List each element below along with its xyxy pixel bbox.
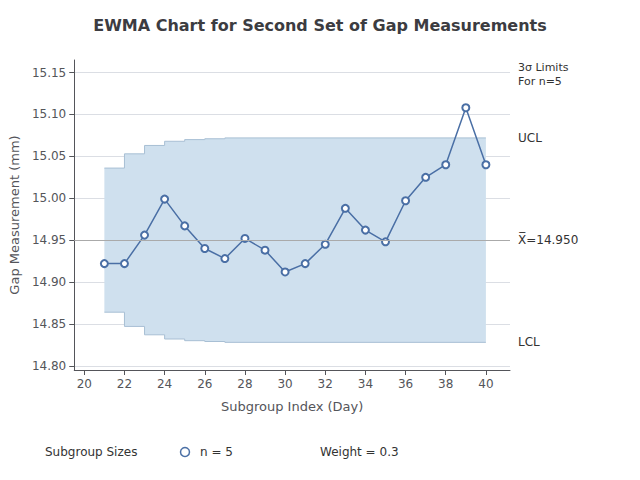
svg-text:28: 28 — [237, 377, 252, 391]
svg-text:20: 20 — [77, 377, 92, 391]
svg-text:36: 36 — [398, 377, 413, 391]
svg-text:n = 5: n = 5 — [200, 445, 233, 459]
svg-text:LCL: LCL — [518, 335, 540, 349]
svg-text:EWMA Chart for Second Set of G: EWMA Chart for Second Set of Gap Measure… — [93, 16, 547, 35]
svg-text:15.15: 15.15 — [32, 66, 66, 80]
svg-text:Subgroup Sizes: Subgroup Sizes — [45, 445, 137, 459]
svg-text:15.00: 15.00 — [32, 191, 66, 205]
svg-text:15.10: 15.10 — [32, 107, 66, 121]
svg-text:24: 24 — [157, 377, 172, 391]
svg-text:14.85: 14.85 — [32, 317, 66, 331]
svg-text:34: 34 — [358, 377, 373, 391]
svg-text:X̅=14.950: X̅=14.950 — [518, 232, 578, 247]
svg-text:UCL: UCL — [518, 131, 542, 145]
svg-text:15.05: 15.05 — [32, 149, 66, 163]
svg-text:14.90: 14.90 — [32, 275, 66, 289]
svg-text:Gap Measurement (mm): Gap Measurement (mm) — [7, 135, 22, 294]
svg-text:40: 40 — [478, 377, 493, 391]
svg-text:For n=5: For n=5 — [518, 75, 562, 88]
svg-text:14.80: 14.80 — [32, 359, 66, 373]
svg-text:38: 38 — [438, 377, 453, 391]
svg-text:26: 26 — [197, 377, 212, 391]
svg-text:Subgroup Index (Day): Subgroup Index (Day) — [221, 399, 363, 414]
svg-text:30: 30 — [277, 377, 292, 391]
svg-text:3σ Limits: 3σ Limits — [518, 61, 569, 74]
svg-text:14.95: 14.95 — [32, 233, 66, 247]
svg-text:32: 32 — [318, 377, 333, 391]
svg-text:Weight = 0.3: Weight = 0.3 — [320, 445, 399, 459]
svg-text:22: 22 — [117, 377, 132, 391]
